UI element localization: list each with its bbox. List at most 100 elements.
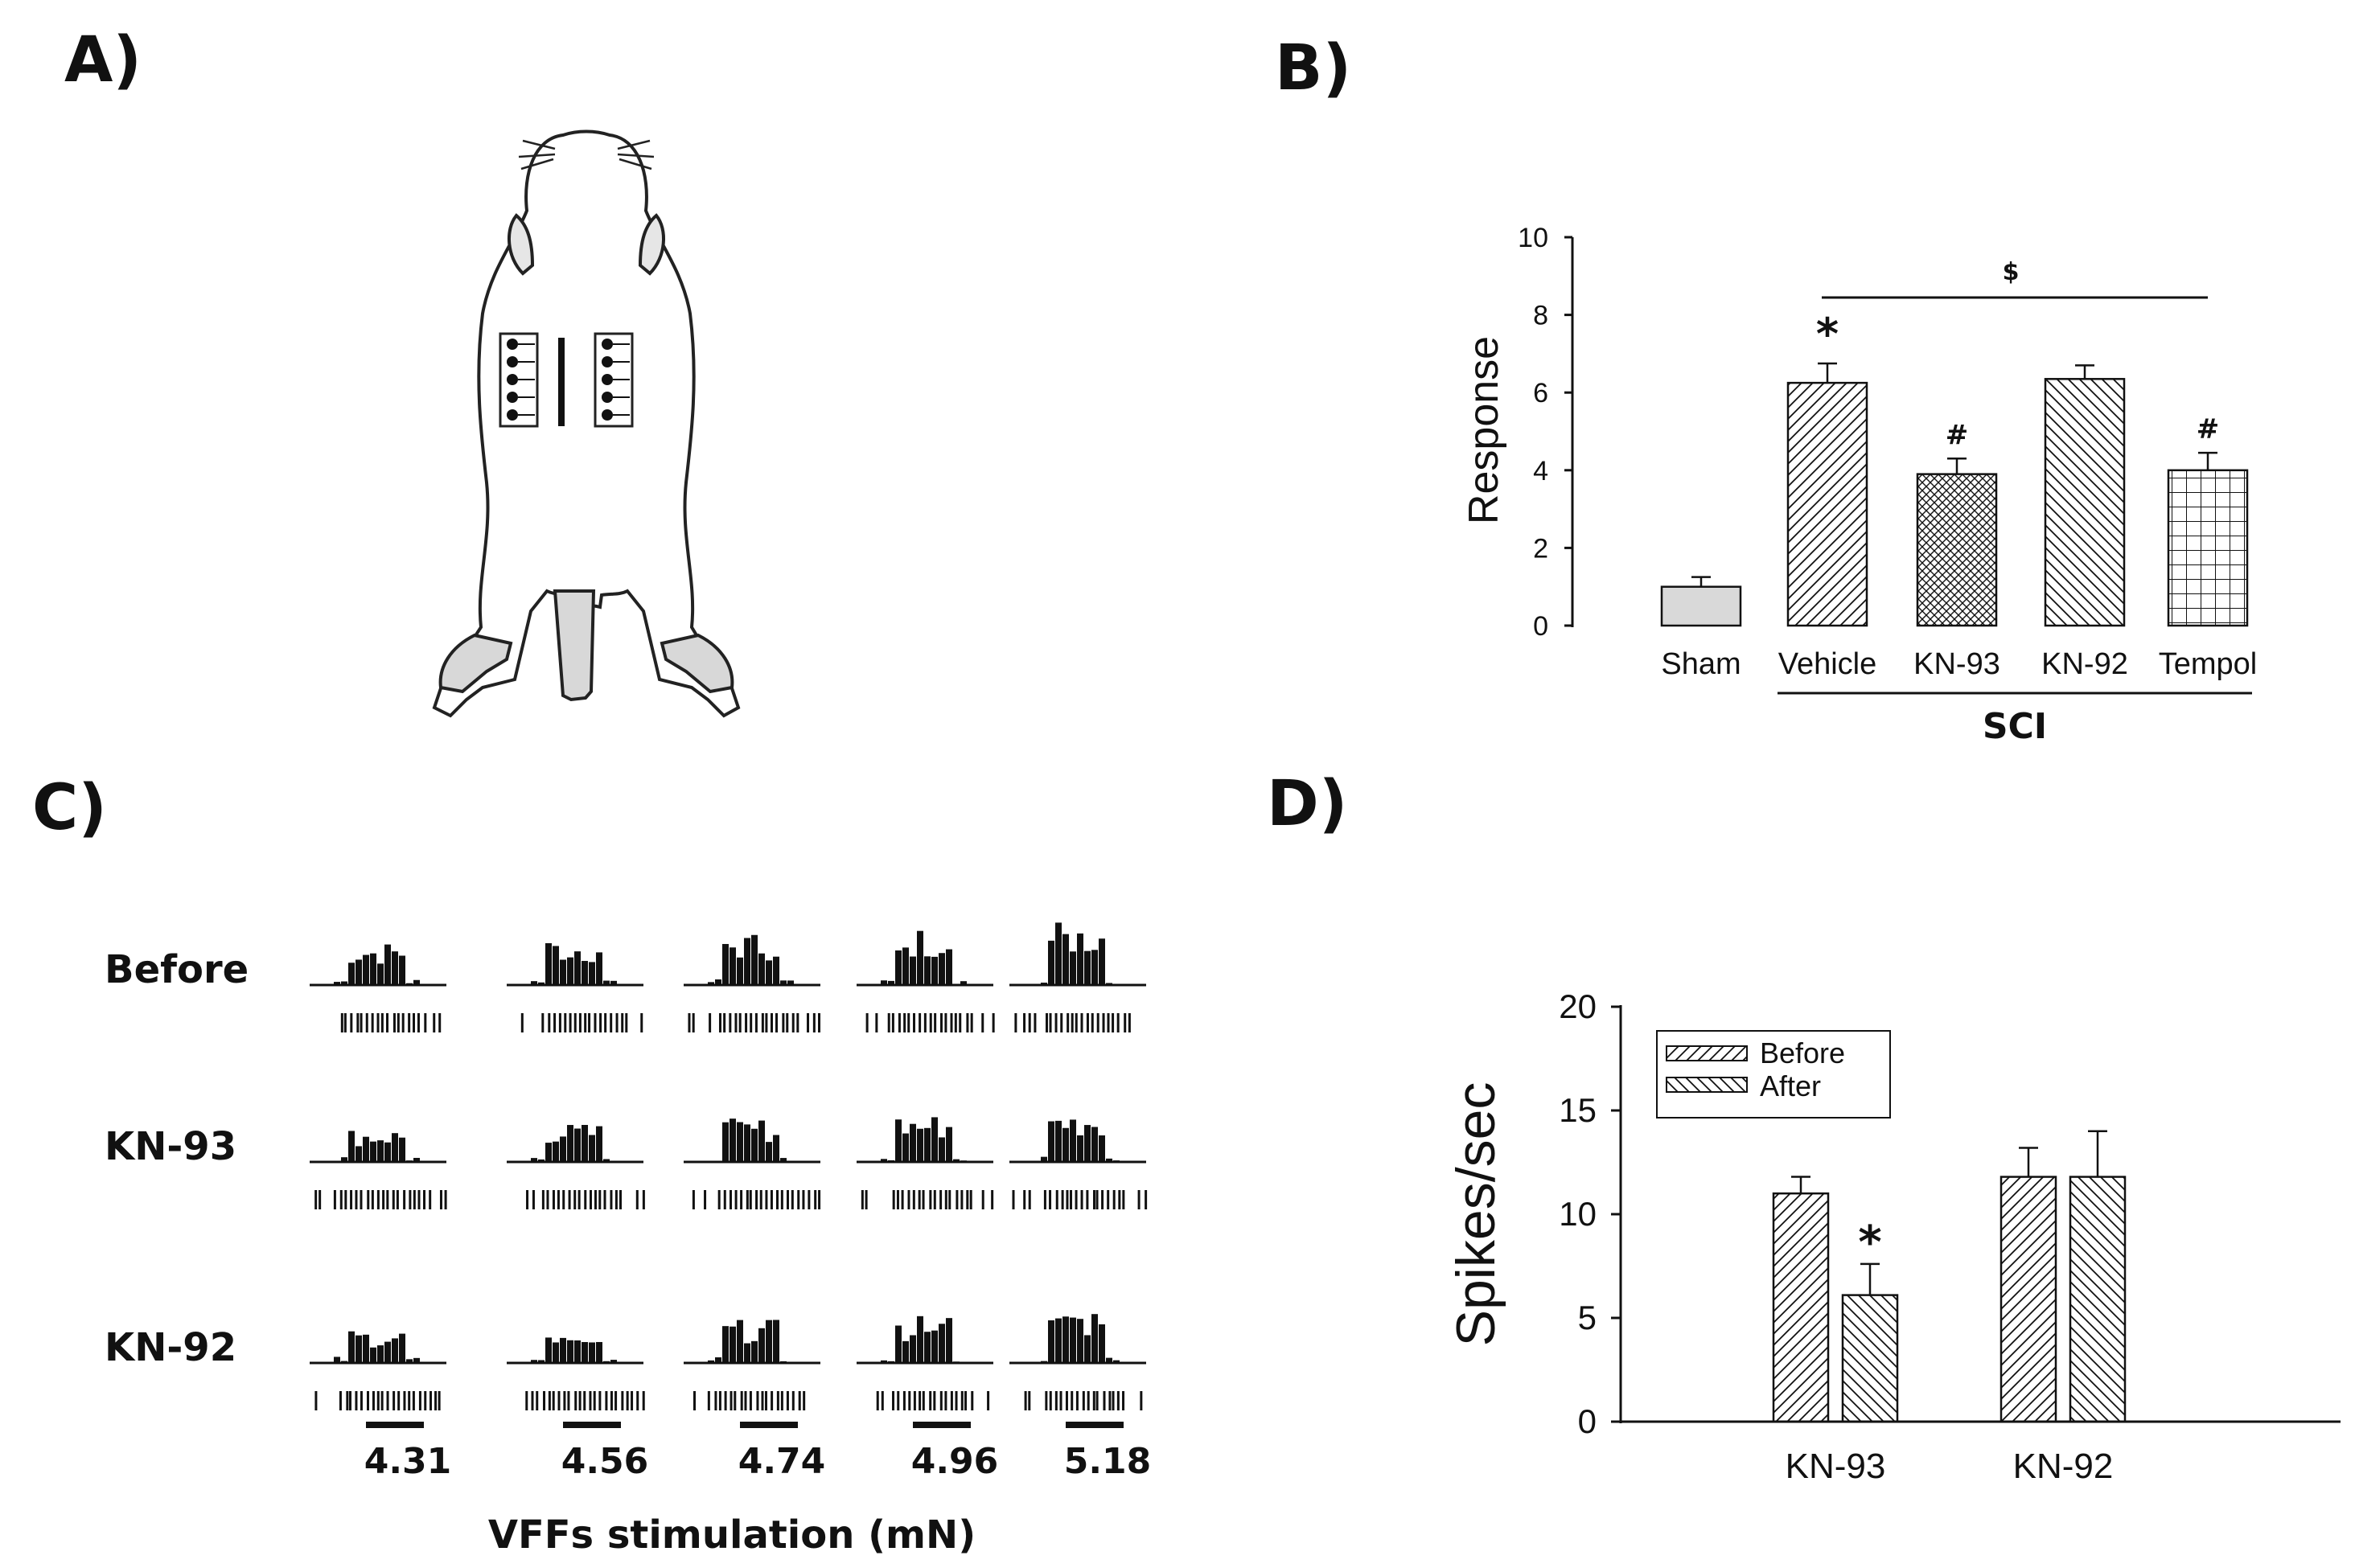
d-legend: Before After <box>1656 1030 1891 1119</box>
c-histogram-bar <box>603 1361 610 1363</box>
d-y-tick-label: 20 <box>1559 987 1597 1025</box>
c-histogram-bar <box>917 1316 923 1363</box>
c-histogram-bar <box>1070 1119 1076 1162</box>
c-histogram-bar <box>744 1343 750 1363</box>
panel-label-c: C) <box>32 772 107 844</box>
c-histogram-bar <box>1106 1158 1112 1162</box>
c-histogram-bar <box>888 1160 894 1162</box>
d-y-tick-label: 15 <box>1559 1091 1597 1129</box>
c-histogram-bar <box>715 979 721 985</box>
c-stimulus-bar <box>1066 1422 1124 1428</box>
c-histogram-bar <box>730 947 736 985</box>
c-histogram-bar <box>1041 1156 1047 1162</box>
c-row-label: KN-93 <box>105 1124 236 1169</box>
c-histogram-bar <box>758 953 765 985</box>
b-y-axis-label: Response <box>1461 336 1507 524</box>
c-histogram-bar <box>334 1357 340 1363</box>
c-histogram-bar <box>737 1320 743 1363</box>
b-significance-marker: * <box>1816 309 1839 359</box>
c-histogram-bar <box>1055 922 1062 985</box>
c-histogram-bar <box>917 1128 923 1162</box>
d-legend-swatch-before <box>1666 1045 1748 1061</box>
c-histogram-bar <box>1055 1120 1062 1162</box>
c-histogram-bar <box>773 1320 779 1363</box>
c-histogram-bar <box>406 983 413 985</box>
c-histogram-bar <box>1062 934 1069 985</box>
c-histogram-bar <box>931 956 938 985</box>
c-histogram-bar <box>1091 950 1098 985</box>
c-histogram-bar <box>531 981 537 985</box>
c-histogram-bar <box>363 1334 369 1363</box>
c-histogram-bar <box>334 982 340 985</box>
b-y-tick-label: 0 <box>1533 611 1548 642</box>
c-histogram-bar <box>341 981 347 985</box>
c-histogram-bar <box>384 1341 391 1363</box>
c-histogram-bar <box>370 1141 376 1162</box>
rat-whiskers <box>518 139 655 170</box>
c-histogram-bar <box>399 1137 405 1162</box>
c-histogram-bar <box>722 943 729 985</box>
c-histogram-bar <box>751 1340 758 1363</box>
c-histogram-bar <box>751 1128 758 1162</box>
c-histogram-bar <box>946 949 952 985</box>
c-histogram-bar <box>1113 1360 1120 1363</box>
c-histogram-bar <box>780 980 787 985</box>
c-histogram-bar <box>1091 1314 1098 1363</box>
d-bar <box>1841 1294 1899 1423</box>
c-histogram-bar <box>610 1161 617 1162</box>
c-histogram-bar <box>708 982 714 985</box>
electrode-dot <box>507 374 518 385</box>
c-histogram-bar <box>708 1360 714 1363</box>
c-histogram-bar <box>574 1340 581 1363</box>
c-histogram-bar <box>1106 1357 1112 1363</box>
c-histogram-bar <box>715 1357 721 1363</box>
electrode-dot <box>602 392 613 403</box>
c-histogram-bar <box>1084 950 1091 985</box>
c-histogram-bar <box>406 1160 413 1162</box>
electrode-dot <box>602 339 613 350</box>
c-histogram-bar <box>888 1361 894 1363</box>
c-histogram-bar <box>960 1361 967 1363</box>
c-histogram-bar <box>895 1119 902 1162</box>
d-legend-swatch-after <box>1666 1077 1748 1093</box>
rat-right-hindpaw <box>660 633 734 694</box>
c-histogram-bar <box>531 1158 537 1162</box>
c-histogram-bar <box>589 1135 595 1162</box>
c-stimulus-label: 4.56 <box>561 1441 649 1482</box>
c-histogram-bar <box>392 1338 398 1363</box>
c-histogram-bar <box>392 951 398 985</box>
c-histogram-bar <box>1048 940 1054 985</box>
c-histogram-bar <box>1113 1160 1120 1162</box>
c-histogram-bar <box>888 980 894 985</box>
c-histogram-bar <box>917 930 923 985</box>
c-histogram-bar <box>1084 1335 1091 1363</box>
b-y-tick-label: 2 <box>1533 533 1548 564</box>
c-histogram-bar <box>1062 1127 1069 1162</box>
b-x-tick-label: KN-92 <box>2041 647 2128 681</box>
b-significance-marker: # <box>1946 419 1969 451</box>
electrode-grid-left <box>499 332 539 428</box>
electrode-dot <box>507 392 518 403</box>
c-histogram-bar <box>1099 938 1105 985</box>
c-histogram-bar <box>881 1159 887 1162</box>
b-bar <box>1916 473 1998 627</box>
c-stimulus-bar <box>913 1422 971 1428</box>
c-histogram-bar <box>787 1161 794 1162</box>
c-histogram-bar <box>356 1146 362 1162</box>
c-histogram-bar <box>582 1124 588 1162</box>
c-histogram-bar <box>545 1337 552 1363</box>
b-group-bracket-label: $ <box>2003 258 2020 286</box>
c-histogram-bar <box>610 980 617 985</box>
c-histogram-bar <box>377 1345 384 1363</box>
c-histogram-bar <box>730 1326 736 1363</box>
c-histogram-bar <box>737 1122 743 1162</box>
c-histogram-bar <box>538 982 545 985</box>
c-histogram-bar <box>1041 1361 1047 1363</box>
c-histogram-bar <box>370 1347 376 1363</box>
c-histogram-bar <box>1034 1361 1040 1363</box>
c-histogram-bar <box>531 1360 537 1363</box>
c-stimulus-label: 4.96 <box>911 1441 999 1482</box>
c-x-axis-label: VFFs stimulation (mN) <box>488 1513 976 1558</box>
c-histogram-bar <box>766 960 772 985</box>
